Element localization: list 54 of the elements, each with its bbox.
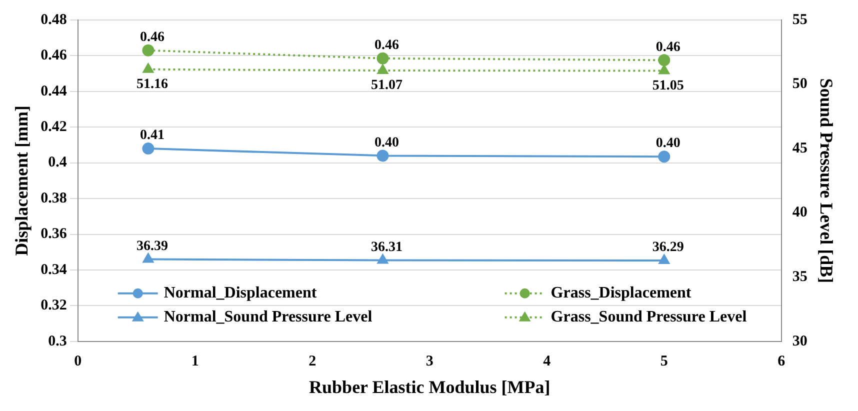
- data-label: 51.16: [136, 76, 168, 92]
- data-label: 0.40: [656, 136, 680, 152]
- data-label: 0.46: [374, 38, 399, 53]
- x-tick-label: 1: [191, 353, 199, 370]
- y-tick-label: 0.4: [48, 154, 68, 171]
- data-label: 51.05: [652, 78, 684, 94]
- y2-tick-label: 55: [792, 12, 808, 28]
- point: [658, 64, 670, 74]
- y-tick-label: 0.48: [40, 12, 67, 28]
- data-label: 36.29: [652, 240, 684, 256]
- y-tick-label: 0.32: [40, 298, 67, 314]
- data-label: 0.46: [656, 40, 680, 55]
- y2-axis-title: Sound Pressure Level [dB]: [816, 78, 837, 284]
- data-label: 36.39: [136, 238, 168, 254]
- point: [142, 253, 154, 263]
- x-tick-label: 6: [778, 353, 786, 370]
- point: [658, 150, 670, 163]
- y2-tick-label: 35: [792, 268, 808, 285]
- legend-label: Normal_Sound Pressure Level: [164, 308, 373, 326]
- y-tick-label: 0.34: [40, 262, 68, 278]
- y-tick-label: 0.38: [40, 190, 67, 206]
- point: [377, 64, 388, 74]
- y2-tick-label: 50: [792, 76, 808, 92]
- data-label: 0.46: [140, 30, 164, 45]
- y-axis-title: Displacement [mm]: [11, 105, 32, 256]
- x-tick-label: 5: [660, 353, 668, 370]
- y2-tick-label: 40: [792, 204, 808, 221]
- point: [658, 254, 670, 264]
- y2-tick-label: 45: [792, 140, 808, 156]
- point: [377, 254, 388, 264]
- point: [376, 52, 389, 64]
- legend-label: Grass_Displacement: [550, 284, 692, 302]
- data-label: 0.40: [374, 135, 399, 150]
- y2-tick-label: 30: [792, 333, 808, 350]
- data-label: 51.07: [370, 78, 402, 94]
- point: [142, 44, 154, 56]
- point: [142, 63, 154, 73]
- x-tick-label: 4: [543, 353, 552, 370]
- x-tick-label: 0: [74, 353, 82, 370]
- legend-label: Grass_Sound Pressure Level: [550, 308, 748, 326]
- x-axis-title: Rubber Elastic Modulus [MPa]: [309, 376, 550, 397]
- y-tick-label: 0.46: [40, 48, 68, 64]
- point: [142, 142, 154, 155]
- x-tick-label: 3: [426, 353, 434, 370]
- point: [376, 150, 389, 162]
- point: [658, 54, 670, 66]
- data-label: 0.41: [140, 128, 164, 144]
- y-tick-label: 0.36: [40, 226, 68, 242]
- y-tick-label: 0.3: [48, 333, 67, 350]
- legend-label: Normal_Displacement: [164, 284, 318, 302]
- y-tick-label: 0.42: [40, 119, 67, 136]
- x-tick-label: 2: [308, 353, 316, 370]
- data-label: 36.31: [370, 240, 402, 255]
- y-tick-label: 0.44: [40, 83, 68, 100]
